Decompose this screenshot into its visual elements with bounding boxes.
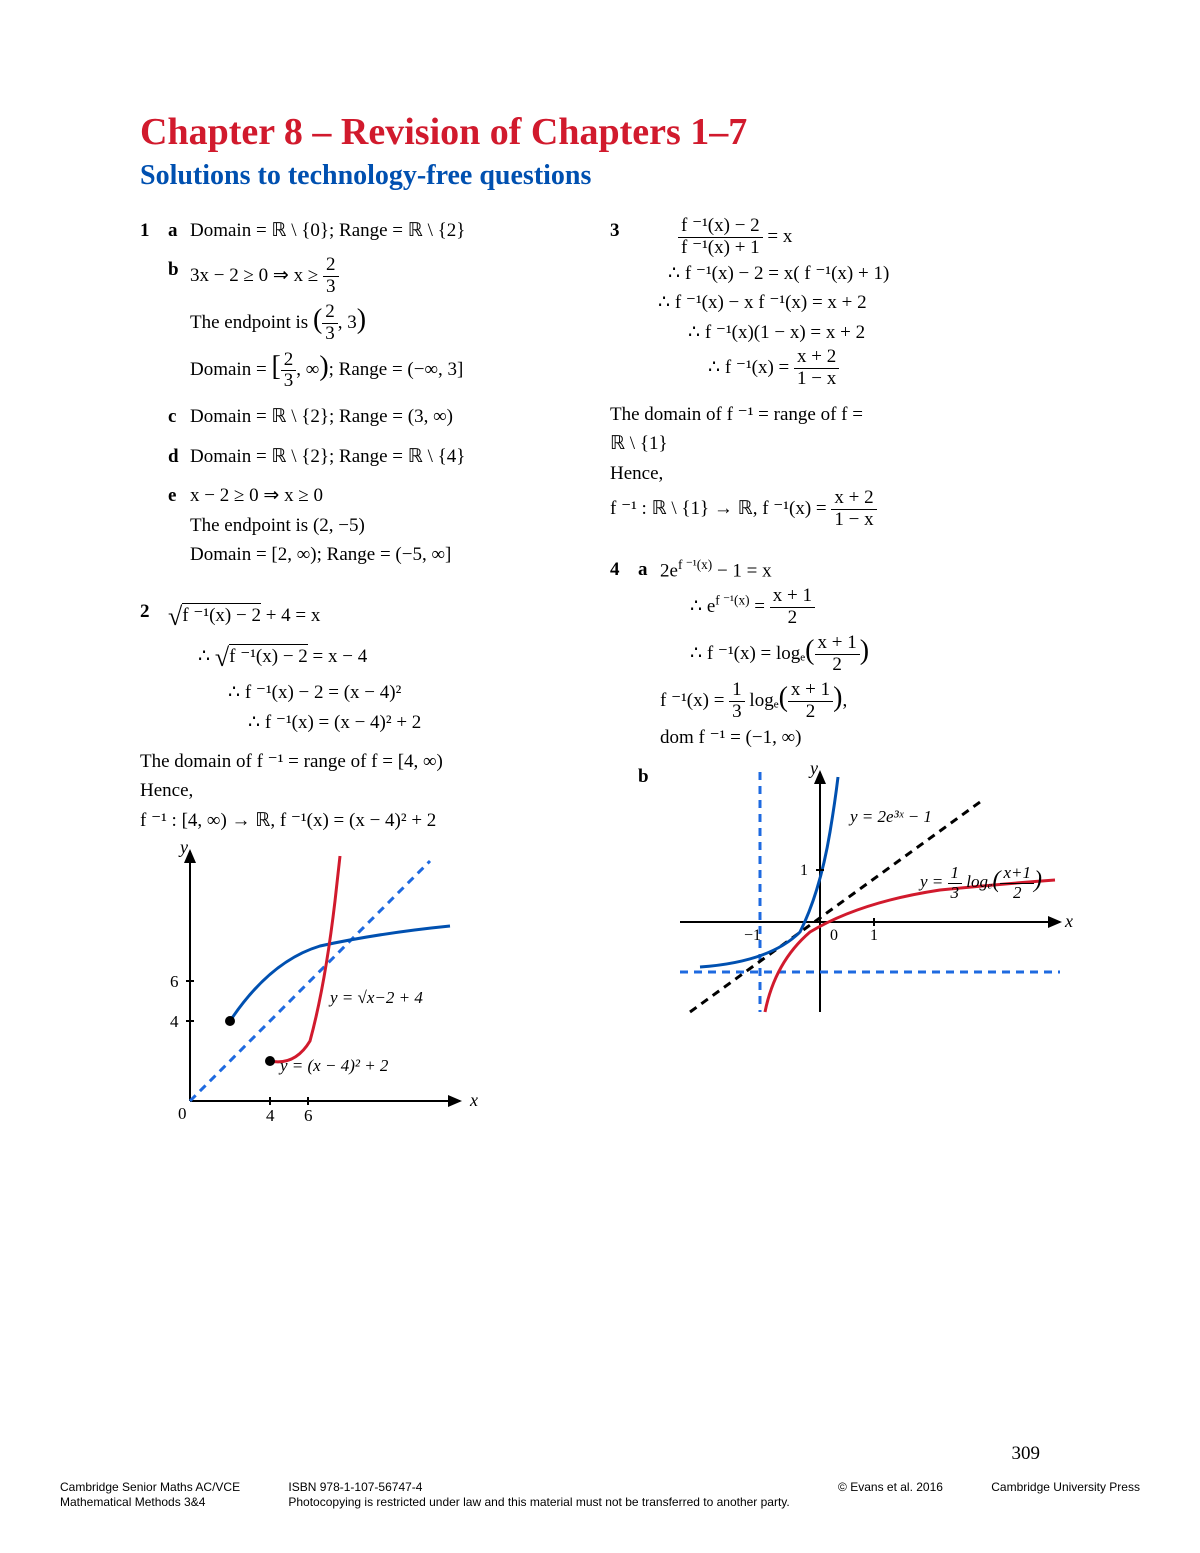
q1e: e x − 2 ≥ 0 ⇒ x ≥ 0 The endpoint is (2, …	[140, 481, 580, 569]
q4-l5: dom f ⁻¹ = (−1, ∞)	[660, 723, 1080, 752]
svg-text:y = √x−2 + 4: y = √x−2 + 4	[328, 988, 423, 1007]
svg-text:y = 2e³ˣ − 1: y = 2e³ˣ − 1	[848, 807, 932, 826]
q1b-domain: Domain = [23, ∞); Range = (−∞, 3]	[190, 345, 580, 392]
q4-l1: 2ef ⁻¹(x) − 1 = x	[660, 555, 1080, 586]
q2-result: f ⁻¹ : [4, ∞) → ℝ, f ⁻¹(x) = (x − 4)² + …	[140, 806, 580, 835]
q2-domain-text: The domain of f ⁻¹ = range of f = [4, ∞)	[140, 747, 580, 776]
q2-l3: ∴ f ⁻¹(x) − 2 = (x − 4)²	[168, 678, 580, 707]
q3-l4: ∴ f ⁻¹(x)(1 − x) = x + 2	[638, 318, 1080, 347]
page-footer: Cambridge Senior Maths AC/VCE Mathematic…	[60, 1480, 1140, 1511]
q4b: b x y	[610, 762, 1080, 1062]
svg-text:y: y	[178, 841, 188, 857]
q1b: b 3x − 2 ≥ 0 ⇒ x ≥ 23 The endpoint is (2…	[140, 255, 580, 392]
q1c: c Domain = ℝ \ {2}; Range = (3, ∞)	[140, 402, 580, 431]
page-number: 309	[1012, 1443, 1041, 1465]
footer-col3: © Evans et al. 2016	[838, 1480, 943, 1511]
q4-l3: ∴ f ⁻¹(x) = logₑ(x + 12)	[660, 629, 1080, 676]
content-columns: 1 a Domain = ℝ \ {0}; Range = ℝ \ {2} b …	[140, 216, 1080, 1131]
svg-text:4: 4	[170, 1012, 179, 1031]
q3-domain2: ℝ \ {1}	[610, 429, 1080, 458]
svg-text:x: x	[469, 1090, 478, 1110]
q1a-letter: a	[168, 216, 190, 245]
q4a: 4 a 2ef ⁻¹(x) − 1 = x ∴ ef ⁻¹(x) = x + 1…	[610, 555, 1080, 752]
q2-l1: √f ⁻¹(x) − 2 + 4 = x	[168, 597, 580, 637]
q3-l3: ∴ f ⁻¹(x) − x f ⁻¹(x) = x + 2	[638, 288, 1080, 317]
q2: 2 √f ⁻¹(x) − 2 + 4 = x ∴ √f ⁻¹(x) − 2 = …	[140, 597, 580, 736]
q1d-letter: d	[168, 442, 190, 471]
q3-l5: ∴ f ⁻¹(x) = x + 21 − x	[638, 347, 1080, 390]
q4-l2: ∴ ef ⁻¹(x) = x + 12	[660, 586, 1080, 629]
footer-col1: Cambridge Senior Maths AC/VCE Mathematic…	[60, 1480, 240, 1511]
q4b-graph-wrap: x y 0 1 −	[660, 762, 1080, 1062]
q2-work: √f ⁻¹(x) − 2 + 4 = x ∴ √f ⁻¹(x) − 2 = x …	[168, 597, 580, 736]
left-column: 1 a Domain = ℝ \ {0}; Range = ℝ \ {2} b …	[140, 216, 580, 1131]
svg-text:6: 6	[304, 1106, 313, 1125]
svg-text:y: y	[808, 762, 818, 778]
q3-number: 3	[610, 216, 638, 390]
q3-hence: Hence,	[610, 459, 1080, 488]
q1b-endpoint: The endpoint is (23, 3)	[190, 298, 580, 345]
svg-text:−1: −1	[744, 927, 761, 944]
q1c-letter: c	[168, 402, 190, 431]
q4a-letter: a	[638, 555, 660, 752]
q4b-letter: b	[638, 762, 660, 1062]
section-subtitle: Solutions to technology-free questions	[140, 160, 1080, 192]
q1e-letter: e	[168, 481, 190, 569]
q1a: 1 a Domain = ℝ \ {0}; Range = ℝ \ {2}	[140, 216, 580, 245]
q1c-text: Domain = ℝ \ {2}; Range = (3, ∞)	[190, 402, 580, 431]
q3-work: f ⁻¹(x) − 2f ⁻¹(x) + 1 = x ∴ f ⁻¹(x) − 2…	[638, 216, 1080, 390]
q1e-text: x − 2 ≥ 0 ⇒ x ≥ 0 The endpoint is (2, −5…	[190, 481, 580, 569]
q2-hence: Hence,	[140, 776, 580, 805]
q3-l1: f ⁻¹(x) − 2f ⁻¹(x) + 1 = x	[638, 216, 1080, 259]
q3-result: f ⁻¹ : ℝ \ {1} → ℝ, f ⁻¹(x) = x + 21 − x	[610, 488, 1080, 531]
footer-col2: ISBN 978-1-107-56747-4 Photocopying is r…	[288, 1480, 789, 1511]
svg-text:1: 1	[800, 862, 808, 879]
q1d: d Domain = ℝ \ {2}; Range = ℝ \ {4}	[140, 442, 580, 471]
q1d-text: Domain = ℝ \ {2}; Range = ℝ \ {4}	[190, 442, 580, 471]
q2-graph-svg: x y 0 6 4 4	[140, 841, 480, 1131]
q3: 3 f ⁻¹(x) − 2f ⁻¹(x) + 1 = x ∴ f ⁻¹(x) −…	[610, 216, 1080, 390]
q2-l4: ∴ f ⁻¹(x) = (x − 4)² + 2	[168, 708, 580, 737]
q2-graph: x y 0 6 4 4	[140, 841, 580, 1131]
footer-col4: Cambridge University Press	[991, 1480, 1140, 1511]
q1-number: 1	[140, 216, 168, 245]
q3-domain1: The domain of f ⁻¹ = range of f =	[610, 400, 1080, 429]
q4a-work: 2ef ⁻¹(x) − 1 = x ∴ ef ⁻¹(x) = x + 12 ∴ …	[660, 555, 1080, 752]
chapter-title: Chapter 8 – Revision of Chapters 1–7	[140, 110, 1080, 154]
right-column: 3 f ⁻¹(x) − 2f ⁻¹(x) + 1 = x ∴ f ⁻¹(x) −…	[610, 216, 1080, 1131]
svg-text:4: 4	[266, 1106, 275, 1125]
svg-text:y = (x − 4)² + 2: y = (x − 4)² + 2	[278, 1056, 389, 1075]
q1b-letter: b	[168, 255, 190, 392]
q1b-text: 3x − 2 ≥ 0 ⇒ x ≥ 23 The endpoint is (23,…	[190, 255, 580, 392]
svg-text:0: 0	[178, 1104, 187, 1123]
svg-text:0: 0	[830, 927, 838, 944]
svg-text:1: 1	[870, 927, 878, 944]
page-root: Chapter 8 – Revision of Chapters 1–7 Sol…	[0, 0, 1200, 1131]
q2-l2: ∴ √f ⁻¹(x) − 2 = x − 4	[168, 638, 580, 678]
q2-number: 2	[140, 597, 168, 736]
q3-l2: ∴ f ⁻¹(x) − 2 = x( f ⁻¹(x) + 1)	[638, 259, 1080, 288]
q4-red-label: y = 13 logₑ(x+12)	[920, 862, 1090, 902]
q4-l4: f ⁻¹(x) = 13 logₑ(x + 12),	[660, 676, 1080, 723]
q4-number: 4	[610, 555, 638, 752]
q1a-text: Domain = ℝ \ {0}; Range = ℝ \ {2}	[190, 216, 580, 245]
svg-text:x: x	[1064, 911, 1073, 931]
svg-text:6: 6	[170, 972, 179, 991]
